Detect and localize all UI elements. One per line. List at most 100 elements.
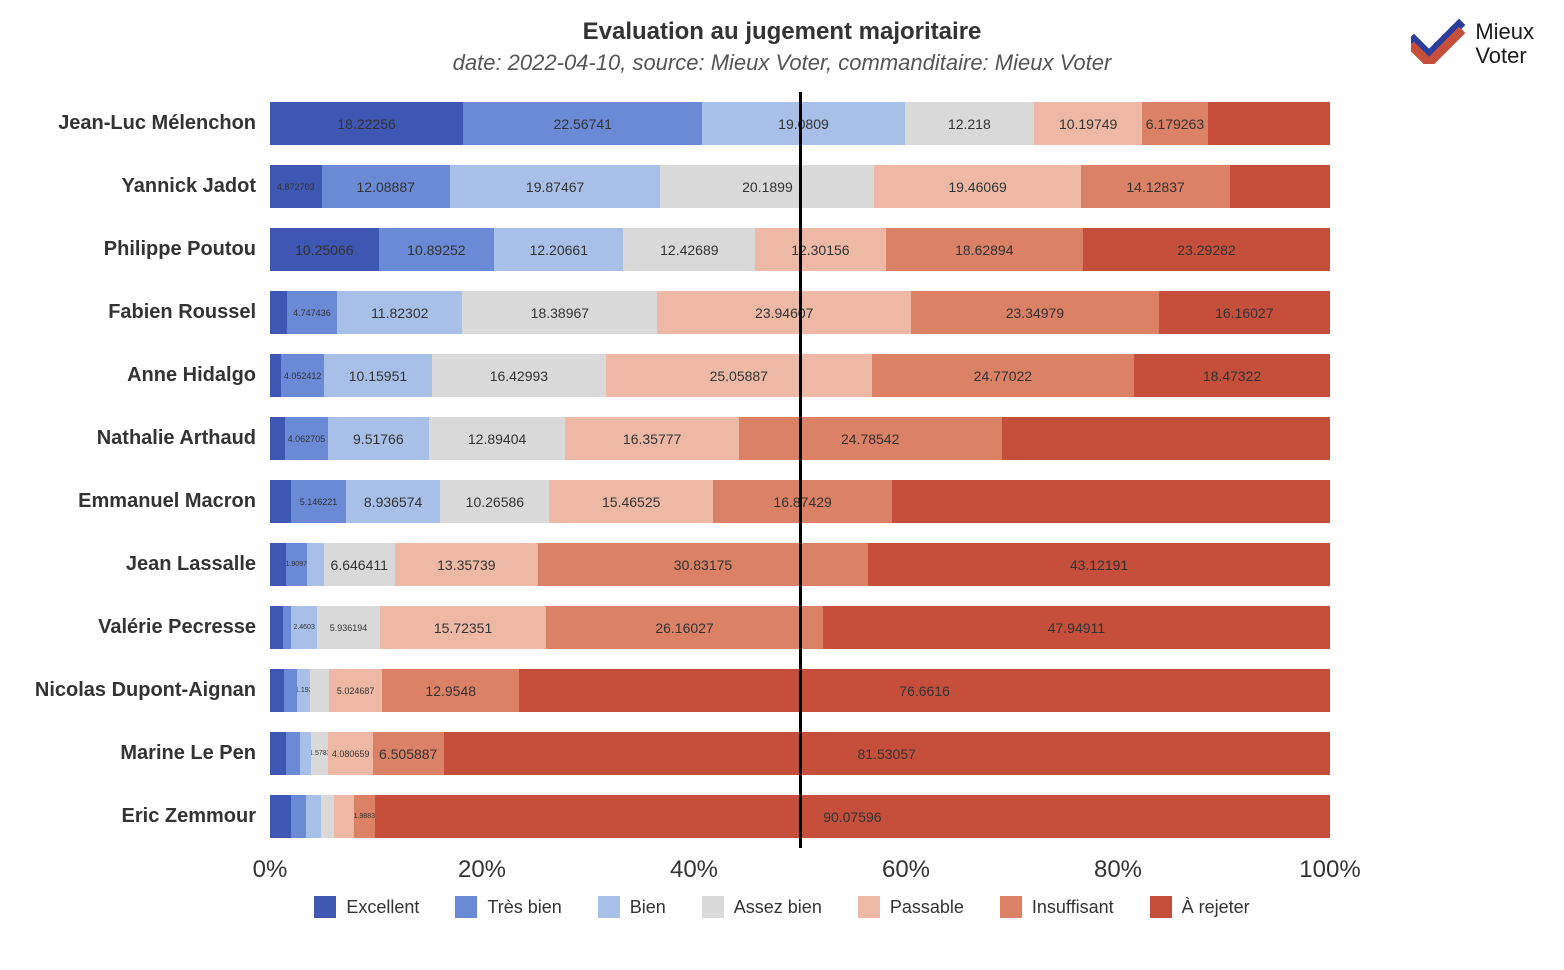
bar-segment: 30.83175 bbox=[538, 543, 868, 586]
bar-segment: 23.94607 bbox=[657, 291, 911, 334]
legend-swatch bbox=[1150, 896, 1172, 918]
bar-segment: 5.146221 bbox=[291, 480, 346, 523]
legend-label: Excellent bbox=[346, 897, 419, 918]
bar-segment: 16.16027 bbox=[1159, 291, 1330, 334]
bar-segment: 23.34979 bbox=[911, 291, 1159, 334]
bar-segment bbox=[1230, 165, 1329, 208]
bar-segment bbox=[286, 732, 300, 775]
bar-segment: 6.179263 bbox=[1142, 102, 1208, 145]
x-axis-tick: 100% bbox=[1299, 856, 1360, 884]
legend-label: Passable bbox=[890, 897, 964, 918]
candidate-label: Marine Le Pen bbox=[0, 742, 270, 765]
bar-segment: 9.51766 bbox=[328, 417, 429, 460]
logo-mark-icon bbox=[1411, 18, 1465, 69]
candidate-row: Valérie Pecresse2.46035.93619415.7235126… bbox=[0, 596, 1564, 659]
legend-swatch bbox=[858, 896, 880, 918]
bar-segment bbox=[1208, 102, 1330, 145]
bar-segment bbox=[310, 669, 329, 712]
bar-segment: 5.936194 bbox=[317, 606, 380, 649]
bar-segment: 22.56741 bbox=[463, 102, 702, 145]
bar-segment: 20.1899 bbox=[660, 165, 874, 208]
bar-segment bbox=[270, 543, 286, 586]
bar-segment: 12.218 bbox=[905, 102, 1035, 145]
candidate-label: Nicolas Dupont-Aignan bbox=[0, 679, 270, 702]
legend-label: Insuffisant bbox=[1032, 897, 1114, 918]
bar-segment: 26.16027 bbox=[546, 606, 823, 649]
bar-segment: 23.29282 bbox=[1083, 228, 1330, 271]
bar-segment: 10.15951 bbox=[324, 354, 432, 397]
bar-segment bbox=[270, 669, 284, 712]
bar-segment: 15.72351 bbox=[380, 606, 546, 649]
bar-segment: 12.30156 bbox=[755, 228, 885, 271]
bar-segment: 47.94911 bbox=[823, 606, 1330, 649]
bar-segment: 5.024687 bbox=[329, 669, 382, 712]
legend-swatch bbox=[702, 896, 724, 918]
bar-segment: 25.05887 bbox=[606, 354, 872, 397]
bar-segment: 18.22256 bbox=[270, 102, 463, 145]
bar-segment: 19.0809 bbox=[702, 102, 904, 145]
bar-segment: 18.62894 bbox=[886, 228, 1083, 271]
bar-segment: 24.77022 bbox=[872, 354, 1135, 397]
bar-segment: 12.9548 bbox=[382, 669, 519, 712]
bar-segment: 12.20661 bbox=[494, 228, 623, 271]
bar-segment bbox=[1002, 417, 1330, 460]
legend-swatch bbox=[314, 896, 336, 918]
candidate-label: Nathalie Arthaud bbox=[0, 427, 270, 450]
legend-label: À rejeter bbox=[1182, 897, 1250, 918]
bar-segment: 1.9883 bbox=[354, 795, 375, 838]
bar-segment: 43.12191 bbox=[868, 543, 1330, 586]
legend-label: Assez bien bbox=[734, 897, 822, 918]
candidate-row: Nicolas Dupont-Aignan 1.193 5.02468712.954… bbox=[0, 659, 1564, 722]
chart-subtitle: date: 2022-04-10, source: Mieux Voter, c… bbox=[0, 50, 1564, 76]
bar-segment bbox=[270, 354, 281, 397]
bar-segment: 1.193 bbox=[297, 669, 310, 712]
bar-segment: 4.080659 bbox=[328, 732, 372, 775]
logo-text-line2: Voter bbox=[1475, 43, 1526, 68]
bar-segment: 76.6616 bbox=[519, 669, 1330, 712]
bar-segment: 4.747436 bbox=[287, 291, 337, 334]
bar-segment bbox=[270, 606, 283, 649]
candidate-row: Jean Lassalle1.90976.64641113.3573930.83… bbox=[0, 533, 1564, 596]
bar-segment bbox=[334, 795, 354, 838]
x-axis-tick: 60% bbox=[882, 856, 930, 884]
legend-item: Assez bien bbox=[702, 896, 822, 918]
bar-segment: 90.07596 bbox=[375, 795, 1330, 838]
legend: Excellent Très bien Bien Assez bien Passable… bbox=[0, 896, 1564, 923]
chart-title: Evaluation au jugement majoritaire bbox=[0, 18, 1564, 46]
x-axis-tick: 0% bbox=[253, 856, 288, 884]
legend-swatch bbox=[1000, 896, 1022, 918]
legend-item: Insuffisant bbox=[1000, 896, 1114, 918]
logo-text: Mieux Voter bbox=[1475, 20, 1534, 66]
legend-item: À rejeter bbox=[1150, 896, 1250, 918]
bar-segment bbox=[270, 417, 285, 460]
bar-segment: 1.5783 bbox=[311, 732, 328, 775]
bar-segment: 19.46069 bbox=[874, 165, 1080, 208]
candidate-row: Nathalie Arthaud4.0627059.5176612.894041… bbox=[0, 407, 1564, 470]
bar-segment: 15.46525 bbox=[549, 480, 713, 523]
bar-segment: 81.53057 bbox=[444, 732, 1330, 775]
candidate-row: Marine Le Pen 1.57834.0806596.50588781.53… bbox=[0, 722, 1564, 785]
candidate-label: Eric Zemmour bbox=[0, 805, 270, 828]
bar-segment: 12.89404 bbox=[429, 417, 566, 460]
mieux-voter-logo: Mieux Voter bbox=[1411, 18, 1534, 69]
bar-segment: 8.936574 bbox=[346, 480, 441, 523]
bar-segment: 10.19749 bbox=[1034, 102, 1142, 145]
candidate-row: Eric Zemmour 1.988390.07596 bbox=[0, 785, 1564, 848]
legend-item: Passable bbox=[858, 896, 964, 918]
x-axis-tick: 20% bbox=[458, 856, 506, 884]
chart-header: Evaluation au jugement majoritaire date:… bbox=[0, 0, 1564, 76]
candidate-row: Emmanuel Macron5.1462218.93657410.265861… bbox=[0, 470, 1564, 533]
legend-item: Bien bbox=[598, 896, 666, 918]
bar-segment: 6.646411 bbox=[324, 543, 395, 586]
candidate-row: Anne Hidalgo4.05241210.1595116.4299325.0… bbox=[0, 344, 1564, 407]
candidate-label: Yannick Jadot bbox=[0, 175, 270, 198]
candidate-label: Emmanuel Macron bbox=[0, 490, 270, 513]
candidate-label: Fabien Roussel bbox=[0, 301, 270, 324]
bar-segment: 18.47322 bbox=[1134, 354, 1330, 397]
bar-segment bbox=[270, 732, 286, 775]
candidate-label: Jean-Luc Mélenchon bbox=[0, 112, 270, 135]
candidate-row: Fabien Roussel4.74743611.8230218.3896723… bbox=[0, 281, 1564, 344]
bar-segment: 6.505887 bbox=[373, 732, 444, 775]
legend-label: Très bien bbox=[487, 897, 561, 918]
candidate-label: Philippe Poutou bbox=[0, 238, 270, 261]
